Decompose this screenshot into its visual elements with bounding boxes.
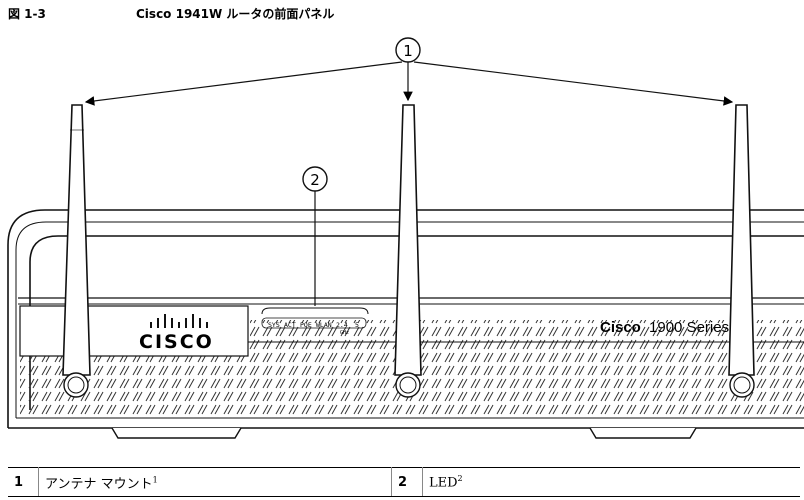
- model-label: Cisco 1900 Series: [600, 319, 729, 336]
- legend-number-2: 2: [391, 467, 423, 497]
- figure-title: Cisco 1941W ルータの前面パネル: [136, 7, 335, 21]
- legend-footnote-1: 1: [152, 475, 158, 485]
- router-front-panel-drawing: CISCO SYS ACT POE WLAN 2.4 5 GHz Cisco 1…: [7, 37, 804, 439]
- callout-1: 1: [84, 37, 734, 106]
- led-label-ghz: GHz: [340, 330, 349, 336]
- callout-1-arrow-left: [84, 61, 403, 106]
- led-label-5: 5: [355, 321, 359, 329]
- vent-grille-upper: [250, 320, 804, 342]
- cisco-logo-panel: [19, 305, 249, 357]
- led-labels: SYS ACT POE WLAN 2.4 5 GHz: [268, 321, 359, 336]
- led-label-poe: POE: [300, 321, 312, 329]
- led-label-24: 2.4: [336, 321, 348, 329]
- legend-footnote-2: 2: [457, 473, 463, 483]
- figure-caption: 図 1-3 Cisco 1941W ルータの前面パネル: [8, 5, 334, 22]
- cisco-logo-bars: [150, 314, 208, 328]
- callout-1-number: 1: [403, 42, 413, 60]
- antenna-left: [62, 104, 91, 398]
- legend-row: 1 アンテナ マウント1 2 LED2: [8, 467, 800, 497]
- legend-label-2: LED: [429, 475, 458, 491]
- cisco-logo-text: CISCO: [139, 331, 214, 353]
- led-label-wlan: WLAN: [316, 321, 332, 329]
- callout-2: 2: [261, 166, 369, 315]
- router-chassis: [7, 209, 804, 439]
- figure-number: 図 1-3: [8, 7, 46, 21]
- callout-2-number: 2: [310, 171, 320, 189]
- model-brand: Cisco: [600, 319, 641, 336]
- led-label-sys: SYS: [268, 321, 280, 329]
- led-strip-outline: [261, 317, 367, 329]
- callout-2-bracket: [261, 307, 369, 315]
- callout-1-arrow-right: [413, 61, 734, 106]
- led-label-act: ACT: [284, 321, 296, 329]
- antenna-right: [728, 104, 755, 398]
- model-series: 1900 Series: [649, 319, 729, 336]
- antenna-center: [394, 104, 422, 398]
- legend-text-2: LED2: [422, 467, 800, 497]
- legend-text-1: アンテナ マウント1: [38, 467, 392, 497]
- legend-table: 1 アンテナ マウント1 2 LED2: [8, 467, 800, 497]
- legend-label-1: アンテナ マウント: [45, 476, 153, 492]
- legend-number-1: 1: [8, 467, 39, 497]
